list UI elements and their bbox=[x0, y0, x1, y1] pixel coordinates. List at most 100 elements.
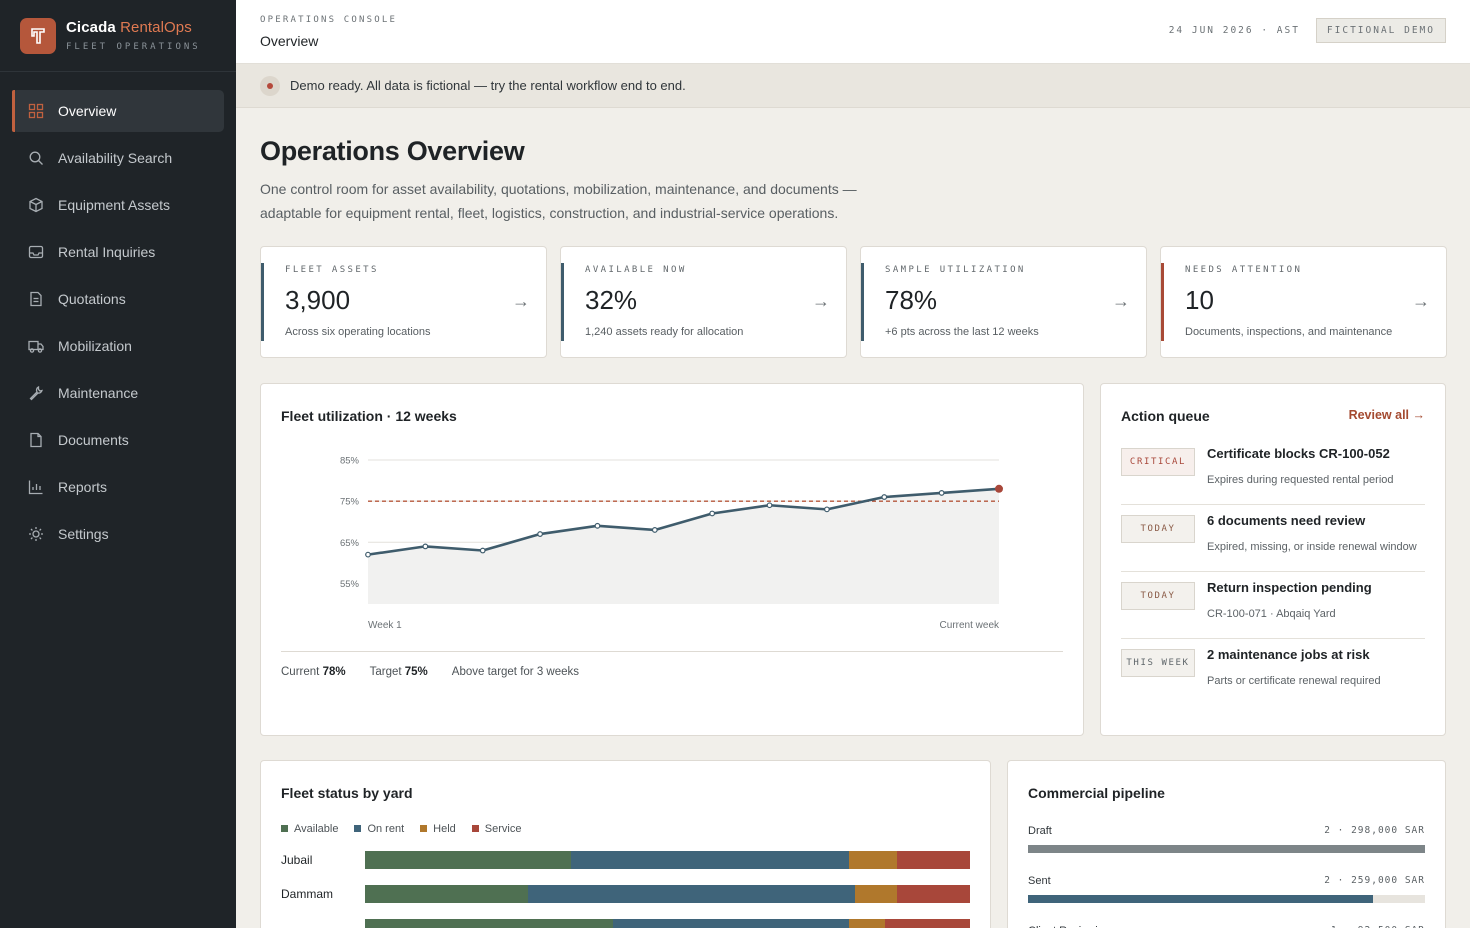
yard-bar bbox=[365, 885, 970, 903]
status-dot-icon bbox=[260, 75, 280, 96]
data-point bbox=[651, 527, 658, 533]
action-queue-card: Action queue Review all → CRITICAL Certi… bbox=[1100, 383, 1446, 736]
file-text-icon bbox=[28, 291, 44, 307]
demo-badge: FICTIONAL DEMO bbox=[1315, 18, 1446, 43]
pipeline-track bbox=[1028, 845, 1425, 853]
arrow-right-icon[interactable]: → bbox=[512, 291, 530, 311]
yard-bar-segment bbox=[528, 885, 856, 903]
sidebar-item-availability-search[interactable]: Availability Search bbox=[12, 137, 224, 179]
legend-item: Service bbox=[471, 823, 521, 835]
queue-item-subtitle: Expires during requested rental period bbox=[1207, 474, 1394, 486]
queue-item[interactable]: TODAY Return inspection pending CR-100-0… bbox=[1121, 572, 1425, 639]
yard-row[interactable]: Dammam bbox=[281, 885, 970, 903]
utilization-chart: 55% 65% 75% 85% Week 1 Current week bbox=[340, 456, 1003, 631]
kpi-card[interactable]: SAMPLE UTILIZATION 78% +6 pts across the… bbox=[860, 246, 1147, 358]
legend-item: Available bbox=[281, 823, 338, 835]
legend-item: On rent bbox=[354, 823, 404, 835]
sidebar-item-label: Settings bbox=[58, 526, 109, 542]
inbox-icon bbox=[28, 244, 44, 260]
pipeline-row[interactable]: Client Reviewing 1 · 92,500 SAR bbox=[1028, 925, 1425, 928]
queue-item-title: 2 maintenance jobs at risk bbox=[1207, 647, 1370, 662]
queue-item-title: 6 documents need review bbox=[1207, 513, 1366, 528]
sidebar-item-label: Maintenance bbox=[58, 385, 139, 401]
sidebar-item-mobilization[interactable]: Mobilization bbox=[12, 325, 224, 367]
pipeline-fill bbox=[1028, 895, 1374, 903]
kpi-subtext: +6 pts across the last 12 weeks bbox=[885, 326, 1039, 338]
pipeline-row[interactable]: Sent 2 · 259,000 SAR bbox=[1028, 875, 1425, 903]
arrow-right-icon[interactable]: → bbox=[1412, 291, 1430, 311]
arrow-right-icon[interactable]: → bbox=[812, 291, 830, 311]
yard-bar-segment bbox=[885, 919, 970, 928]
grid-icon bbox=[28, 103, 44, 119]
demo-banner: Demo ready. All data is fictional — try … bbox=[236, 64, 1470, 108]
kpi-row: FLEET ASSETS 3,900 Across six operating … bbox=[260, 246, 1447, 358]
data-point bbox=[824, 506, 830, 513]
yard-row[interactable]: Jubail bbox=[281, 851, 970, 869]
sidebar-item-overview[interactable]: Overview bbox=[12, 90, 224, 132]
chart-area bbox=[368, 488, 999, 604]
bar-chart-icon bbox=[28, 479, 44, 495]
kpi-value: 78% bbox=[885, 285, 938, 315]
pipeline-label: Draft bbox=[1028, 825, 1052, 837]
top-header: OPERATIONS CONSOLE Overview 24 JUN 2026 … bbox=[236, 0, 1470, 64]
series-line bbox=[367, 487, 1000, 556]
fleet-status-card: Fleet status by yard Available On rent Hel… bbox=[260, 760, 991, 928]
current-point bbox=[995, 484, 1003, 493]
queue-item-subtitle: Expired, missing, or inside renewal wind… bbox=[1207, 541, 1417, 553]
sidebar-item-maintenance[interactable]: Maintenance bbox=[12, 372, 224, 414]
yard-row[interactable] bbox=[281, 919, 970, 928]
yard-bar bbox=[365, 851, 970, 869]
data-point bbox=[709, 510, 716, 517]
yard-legend: Available On rent Held Service bbox=[281, 823, 970, 835]
data-point bbox=[479, 547, 486, 554]
pipeline-row[interactable]: Draft 2 · 298,000 SAR bbox=[1028, 825, 1425, 853]
file-icon bbox=[28, 432, 44, 448]
kpi-value: 3,900 bbox=[285, 285, 351, 315]
data-point bbox=[365, 551, 371, 558]
legend-item: Held bbox=[420, 823, 456, 835]
pipeline-value: 2 · 259,000 SAR bbox=[1324, 875, 1425, 886]
sidebar-item-quotations[interactable]: Quotations bbox=[12, 278, 224, 320]
page-title: Operations Overview bbox=[260, 136, 525, 166]
y-tick-label: 75% bbox=[340, 497, 360, 508]
truck-icon bbox=[28, 338, 44, 354]
sidebar-item-label: Reports bbox=[58, 479, 108, 495]
brand[interactable]: Cicada RentalOps FLEET OPERATIONS bbox=[0, 0, 236, 72]
kpi-value: 32% bbox=[585, 285, 638, 315]
sidebar-item-label: Quotations bbox=[58, 291, 126, 307]
sidebar-nav: Overview Availability Search Equipment A… bbox=[0, 72, 236, 555]
queue-item[interactable]: THIS WEEK 2 maintenance jobs at risk Par… bbox=[1121, 639, 1425, 705]
yard-bar-segment bbox=[570, 851, 849, 869]
sidebar-item-documents[interactable]: Documents bbox=[12, 419, 224, 461]
pipeline-label: Sent bbox=[1028, 875, 1051, 887]
pipeline-card: Commercial pipeline Draft 2 · 298,000 SAR… bbox=[1007, 760, 1446, 928]
review-all-link[interactable]: Review all → bbox=[1348, 408, 1425, 422]
yard-name: Jubail bbox=[281, 853, 313, 867]
data-point bbox=[422, 543, 429, 550]
data-point bbox=[537, 531, 543, 537]
queue-item[interactable]: CRITICAL Certificate blocks CR-100-052 E… bbox=[1121, 438, 1425, 505]
cube-icon bbox=[28, 197, 44, 213]
kpi-card[interactable]: FLEET ASSETS 3,900 Across six operating … bbox=[260, 246, 547, 358]
yard-bar bbox=[365, 919, 970, 928]
queue-item[interactable]: TODAY 6 documents need review Expired, m… bbox=[1121, 505, 1425, 572]
queue-list: CRITICAL Certificate blocks CR-100-052 E… bbox=[1121, 438, 1425, 705]
queue-item-title: Return inspection pending bbox=[1207, 580, 1372, 595]
kpi-label: NEEDS ATTENTION bbox=[1185, 265, 1303, 275]
sidebar-item-label: Rental Inquiries bbox=[58, 244, 156, 260]
sidebar-item-settings[interactable]: Settings bbox=[12, 513, 224, 555]
yard-bar-segment bbox=[855, 885, 898, 903]
kpi-value: 10 bbox=[1185, 285, 1214, 315]
sidebar-item-equipment-assets[interactable]: Equipment Assets bbox=[12, 184, 224, 226]
sidebar-item-label: Availability Search bbox=[58, 150, 173, 166]
header-eyebrow: OPERATIONS CONSOLE bbox=[260, 15, 398, 25]
kpi-label: FLEET ASSETS bbox=[285, 265, 379, 275]
sidebar-item-rental-inquiries[interactable]: Rental Inquiries bbox=[12, 231, 224, 273]
kpi-card[interactable]: NEEDS ATTENTION 10 Documents, inspection… bbox=[1160, 246, 1447, 358]
y-tick-label: 85% bbox=[340, 456, 360, 467]
kpi-card[interactable]: AVAILABLE NOW 32% 1,240 assets ready for… bbox=[560, 246, 847, 358]
chart-target: Target 75% bbox=[369, 666, 428, 678]
yard-bar-segment bbox=[365, 919, 614, 928]
sidebar-item-reports[interactable]: Reports bbox=[12, 466, 224, 508]
arrow-right-icon[interactable]: → bbox=[1112, 291, 1130, 311]
